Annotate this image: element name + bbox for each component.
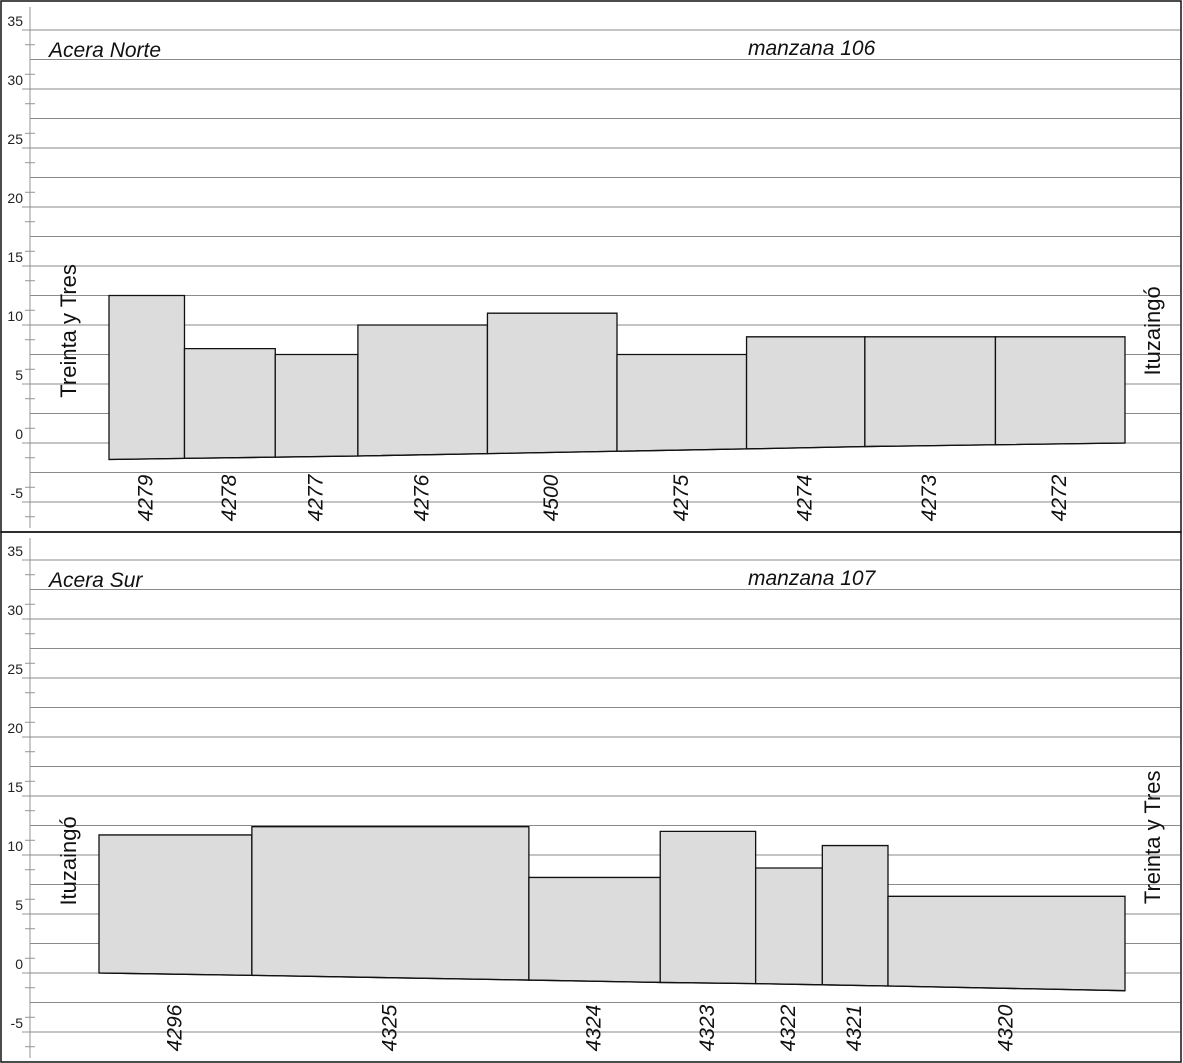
y-tick-label: 20 — [7, 190, 23, 206]
y-tick-label: 25 — [7, 661, 23, 677]
y-tick-label: 10 — [7, 308, 23, 324]
y-tick-label: -5 — [11, 1015, 24, 1031]
lot-label: 4273 — [918, 474, 941, 521]
ground-line — [98, 972, 1126, 992]
panel-title-right: manzana 107 — [748, 567, 877, 590]
facade-bar-4500 — [486, 312, 618, 455]
lot-label: 4322 — [777, 1004, 800, 1051]
facade-bar-4296 — [98, 834, 253, 977]
y-tick-label: 15 — [7, 779, 23, 795]
panel-acera-norte: 35 30 25 20 15 10 5 0 -5 Acera Norte manzana 106 Tr… — [0, 0, 1182, 533]
y-tick-label: -5 — [11, 485, 24, 501]
panel-title-right: manzana 106 — [748, 37, 876, 60]
lot-label: 4277 — [305, 473, 328, 521]
panel-acera-sur: 35 30 25 20 15 10 5 0 -5 Acera Sur manzana 107 Ituz… — [0, 531, 1182, 1063]
facade-bar-4325 — [251, 826, 530, 981]
facade-bar-4321 — [821, 844, 889, 987]
street-label-left: Ituzaingó — [56, 816, 81, 905]
y-tick-label: 20 — [7, 720, 23, 736]
facade-bar-4279 — [108, 294, 186, 461]
lot-label: 4279 — [135, 474, 158, 521]
facade-bar-4274 — [745, 336, 866, 450]
lot-label: 4272 — [1048, 474, 1071, 521]
y-tick-label: 30 — [7, 72, 23, 88]
y-tick-label: 30 — [7, 602, 23, 618]
street-label-right: Ituzaingó — [1140, 286, 1165, 375]
lot-label: 4278 — [218, 474, 241, 521]
y-tick-label: 0 — [15, 426, 23, 442]
y-tick-label: 15 — [7, 249, 23, 265]
lot-label: 4276 — [411, 474, 434, 521]
lot-label: 4500 — [540, 474, 563, 521]
facade-bar-4273 — [864, 336, 997, 448]
y-tick-label: 0 — [15, 956, 23, 972]
facade-bar-4323 — [659, 830, 757, 985]
panel-title-left: Acera Sur — [47, 569, 143, 592]
y-tick-label: 5 — [15, 897, 23, 913]
street-label-right: Treinta y Tres — [1140, 770, 1165, 904]
lot-label: 4275 — [670, 474, 693, 521]
facade-bar-4320 — [887, 895, 1126, 992]
lot-label: 4274 — [794, 475, 817, 522]
street-label-left: Treinta y Tres — [56, 264, 81, 398]
facade-bar-4324 — [528, 876, 661, 984]
facade-bar-4276 — [357, 324, 489, 457]
lot-label: 4324 — [583, 1005, 606, 1052]
facade-bar-4278 — [183, 347, 276, 459]
lot-label: 4320 — [994, 1004, 1017, 1051]
y-tick-label: 10 — [7, 838, 23, 854]
lot-label: 4321 — [843, 1005, 866, 1052]
ground-line — [108, 442, 1126, 461]
y-tick-label: 35 — [7, 13, 23, 29]
facade-bar-4272 — [994, 336, 1126, 446]
y-tick-label: 35 — [7, 543, 23, 559]
facade-bar-4322 — [754, 867, 823, 986]
facade-bar-4275 — [616, 353, 748, 452]
panel-frame — [0, 531, 1182, 1063]
lot-label: 4325 — [378, 1004, 401, 1051]
y-tick-label: 5 — [15, 367, 23, 383]
facade-bar-4277 — [274, 353, 359, 458]
lot-label: 4296 — [163, 1004, 186, 1051]
lot-label: 4323 — [696, 1004, 719, 1051]
panel-title-left: Acera Norte — [47, 39, 161, 62]
y-tick-label: 25 — [7, 131, 23, 147]
